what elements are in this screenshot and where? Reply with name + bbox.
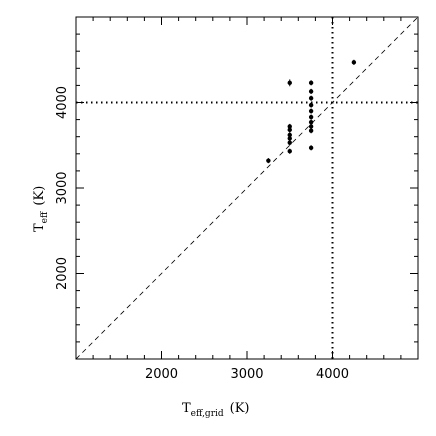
data-point — [287, 136, 292, 141]
data-point — [308, 80, 314, 86]
x-tick-label: 3000 — [230, 367, 263, 382]
data-point — [308, 108, 314, 114]
data-point — [308, 128, 314, 133]
y-axis-label: Teff (K) — [32, 186, 50, 232]
x-tick-label: 2000 — [145, 367, 178, 382]
data-point — [308, 124, 314, 129]
y-tick-label: 3000 — [55, 171, 70, 204]
y-axis-label-unit: (K) — [32, 186, 47, 206]
x-tick-label: 4000 — [316, 367, 349, 382]
data-point — [266, 158, 271, 163]
data-point — [308, 114, 314, 120]
identity-reference-line — [75, 16, 419, 360]
data-point — [287, 149, 292, 154]
x-axis-label-sub: eff,grid — [191, 409, 224, 419]
y-axis-label-sub: eff — [40, 211, 50, 223]
data-point — [308, 102, 314, 108]
data-point — [308, 89, 314, 94]
data-point — [287, 127, 292, 133]
axes: 2000 3000 4000 2000 3000 4000 — [55, 16, 419, 382]
data-point — [351, 60, 357, 65]
data-point — [287, 140, 292, 145]
x-axis-label-unit: (K) — [230, 401, 250, 416]
data-point — [308, 145, 314, 151]
x-axis-label-main: T — [182, 401, 191, 416]
y-tick-label: 2000 — [55, 257, 70, 290]
data-point — [287, 132, 292, 138]
plot-area — [75, 16, 419, 360]
data-point — [287, 80, 292, 86]
y-tick-label: 4000 — [55, 86, 70, 119]
x-axis-label: Teff,grid (K) — [182, 401, 250, 419]
data-point — [308, 119, 314, 125]
data-point — [287, 124, 292, 129]
data-point — [308, 96, 314, 101]
y-axis-label-main: T — [32, 223, 47, 232]
